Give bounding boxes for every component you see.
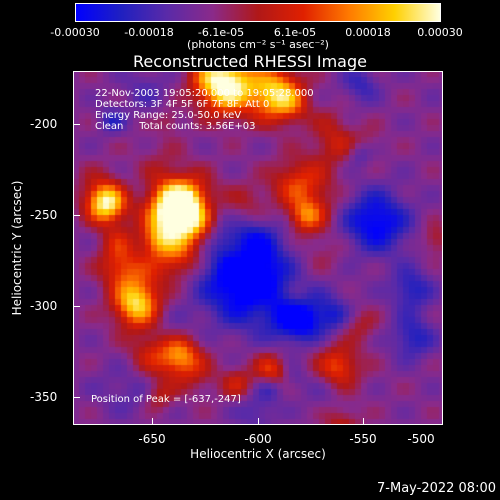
x-axis-label: Heliocentric X (arcsec) bbox=[190, 447, 326, 461]
y-tick-label: -350 bbox=[30, 390, 58, 404]
colorbar-tick-label: 0.00030 bbox=[417, 26, 463, 39]
heatmap-image bbox=[73, 71, 443, 425]
y-tick-label: -300 bbox=[30, 299, 58, 313]
colorbar-tick-label: 0.00018 bbox=[345, 26, 391, 39]
colorbar-tick-label: -0.00030 bbox=[50, 26, 100, 39]
x-tick-mark bbox=[152, 418, 153, 425]
x-tick-label: -650 bbox=[138, 432, 166, 446]
footer-timestamp: 7-May-2022 08:00 bbox=[377, 481, 496, 496]
y-tick-mark bbox=[73, 397, 80, 398]
x-tick-label: -550 bbox=[349, 432, 377, 446]
x-tick-label: -600 bbox=[244, 432, 272, 446]
y-tick-mark bbox=[73, 306, 80, 307]
colorbar-tick-label: -6.1e-05 bbox=[197, 26, 245, 39]
annotation-energy-range: Energy Range: 25.0-50.0 keV bbox=[95, 110, 242, 121]
y-tick-mark bbox=[73, 215, 80, 216]
chart-title: Reconstructed RHESSI Image bbox=[133, 52, 367, 71]
annotation-clean-counts: Clean Total counts: 3.56E+03 bbox=[95, 121, 256, 132]
colorbar-tick-label: -0.00018 bbox=[124, 26, 174, 39]
peak-position-label: Position of Peak = [-637,-247] bbox=[91, 394, 241, 405]
annotation-detectors: Detectors: 3F 4F 5F 6F 7F 8F, Att 0 bbox=[95, 99, 270, 110]
x-tick-mark bbox=[258, 418, 259, 425]
colorbar-unit-label: (photons cm⁻² s⁻¹ asec⁻²) bbox=[187, 38, 329, 51]
x-tick-label: -500 bbox=[407, 432, 435, 446]
colorbar-gradient bbox=[76, 4, 440, 21]
plot-area: 22-Nov-2003 19:05:20.000 to 19:05:28.000… bbox=[73, 71, 443, 425]
y-tick-label: -250 bbox=[30, 208, 58, 222]
y-tick-label: -200 bbox=[30, 117, 58, 131]
y-tick-mark bbox=[73, 124, 80, 125]
colorbar-tick-label: 6.1e-05 bbox=[273, 26, 317, 39]
colorbar bbox=[75, 3, 441, 22]
annotation-time-range: 22-Nov-2003 19:05:20.000 to 19:05:28.000 bbox=[95, 88, 314, 99]
y-axis-label: Heliocentric Y (arcsec) bbox=[10, 180, 24, 316]
x-tick-mark bbox=[363, 418, 364, 425]
